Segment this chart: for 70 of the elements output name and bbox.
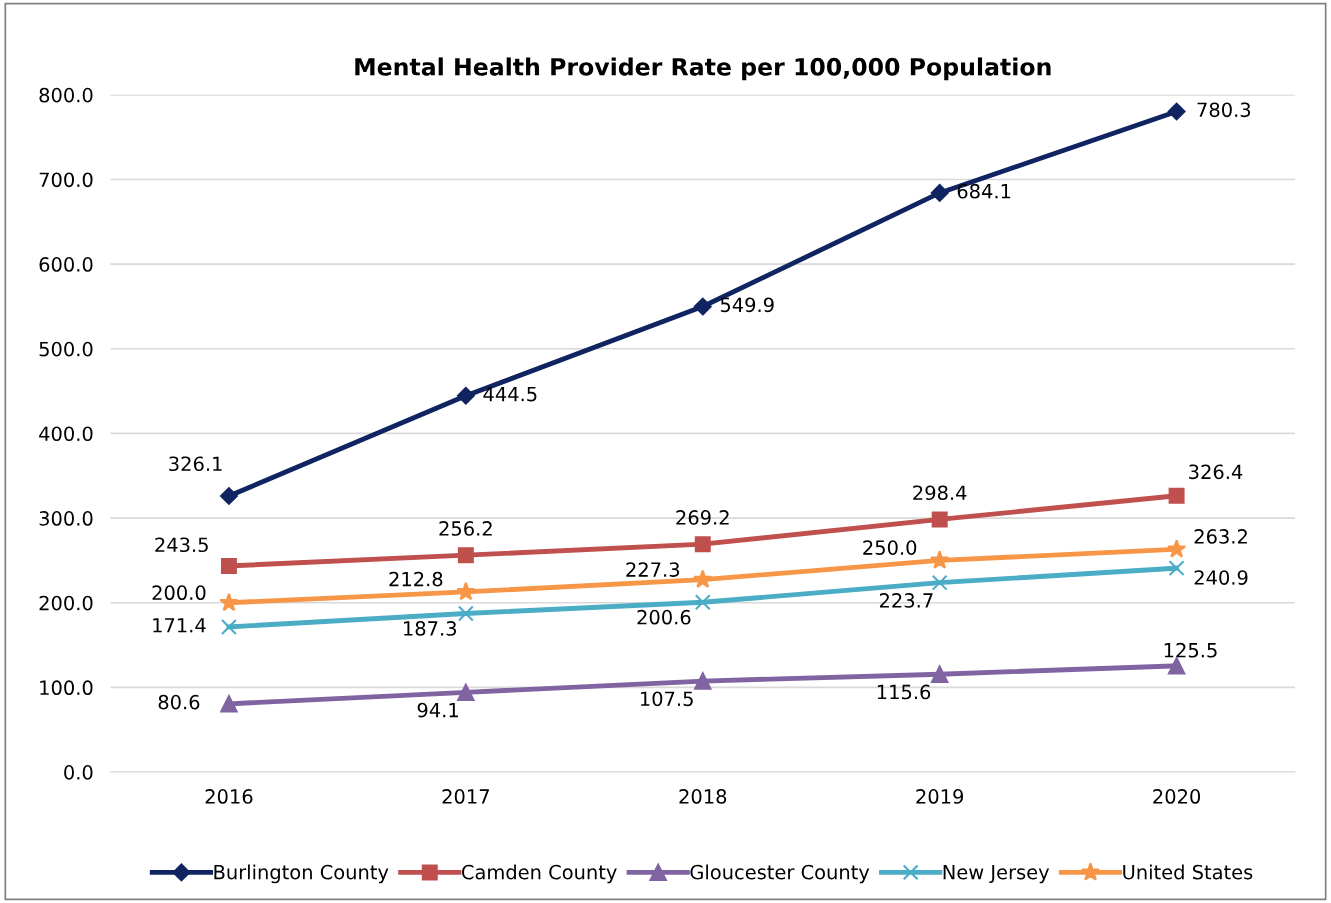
- x-tick-label: 2018: [679, 789, 727, 804]
- data-label: 326.1: [169, 456, 222, 472]
- data-label: 240.9: [1194, 570, 1248, 585]
- data-label: 187.3: [404, 621, 457, 636]
- x-tick-label: 2017: [442, 789, 489, 804]
- point: [1168, 487, 1185, 504]
- data-label: 298.4: [913, 485, 967, 501]
- y-tick-label: 300.0: [39, 511, 93, 526]
- data-label: 250.0: [863, 540, 917, 555]
- point: [931, 511, 948, 528]
- data-label: 269.2: [676, 510, 729, 525]
- legend-label: United States: [1123, 864, 1253, 880]
- data-label: 326.4: [1189, 464, 1243, 480]
- data-label: 227.3: [626, 562, 680, 577]
- point: [931, 574, 948, 591]
- point: [931, 665, 949, 683]
- y-tick-label: 700.0: [39, 172, 93, 188]
- point: [1166, 539, 1187, 558]
- y-tick-label: 500.0: [39, 341, 93, 357]
- data-label: 444.5: [483, 386, 537, 402]
- point: [930, 184, 949, 202]
- point: [220, 487, 238, 505]
- data-label: 223.7: [879, 593, 933, 608]
- data-label: 212.8: [389, 571, 443, 587]
- data-label: 200.0: [152, 585, 206, 601]
- y-tick-label: 800.0: [39, 87, 93, 103]
- data-label: 256.2: [439, 521, 492, 536]
- data-label: 107.5: [640, 691, 693, 707]
- point: [220, 557, 237, 574]
- data-label: 200.6: [637, 609, 691, 625]
- point: [456, 581, 476, 601]
- x-tick-label: 2020: [1153, 789, 1201, 804]
- data-label: 549.9: [720, 297, 774, 313]
- legend-label: Gloucester County: [690, 864, 870, 884]
- data-label: 94.1: [417, 702, 458, 718]
- legend-label: Camden County: [461, 864, 617, 884]
- y-tick-label: 100.0: [40, 680, 93, 696]
- chart-title: Mental Health Provider Rate per 100,000 Population: [355, 57, 1051, 81]
- y-tick-label: 0.0: [64, 765, 93, 780]
- legend-label: New Jersey: [943, 865, 1050, 884]
- data-label: 115.6: [877, 684, 931, 700]
- data-label: 684.1: [957, 183, 1011, 199]
- point: [930, 550, 950, 569]
- point: [1167, 657, 1186, 675]
- x-tick-label: 2016: [205, 789, 253, 804]
- point: [693, 297, 712, 316]
- data-label: 780.3: [1197, 102, 1251, 118]
- data-label: 125.5: [1164, 642, 1217, 658]
- y-tick-label: 200.0: [39, 595, 93, 611]
- point: [219, 592, 239, 612]
- point: [457, 547, 474, 564]
- data-label: 80.6: [158, 694, 200, 710]
- data-label: 263.2: [1194, 529, 1247, 544]
- point: [220, 695, 238, 713]
- point: [694, 672, 712, 690]
- point: [693, 569, 713, 588]
- point: [1167, 102, 1186, 121]
- point: [220, 618, 237, 635]
- point: [457, 605, 474, 622]
- point: [457, 683, 475, 702]
- data-label: 171.4: [153, 618, 206, 633]
- point: [456, 386, 475, 405]
- x-tick-label: 2019: [916, 789, 964, 804]
- legend-label: Burlington County: [214, 864, 389, 884]
- point: [694, 536, 711, 553]
- y-tick-label: 600.0: [39, 257, 93, 272]
- y-tick-label: 400.0: [39, 426, 93, 442]
- data-label: 243.5: [155, 537, 208, 553]
- point: [1168, 560, 1185, 577]
- point: [694, 594, 711, 611]
